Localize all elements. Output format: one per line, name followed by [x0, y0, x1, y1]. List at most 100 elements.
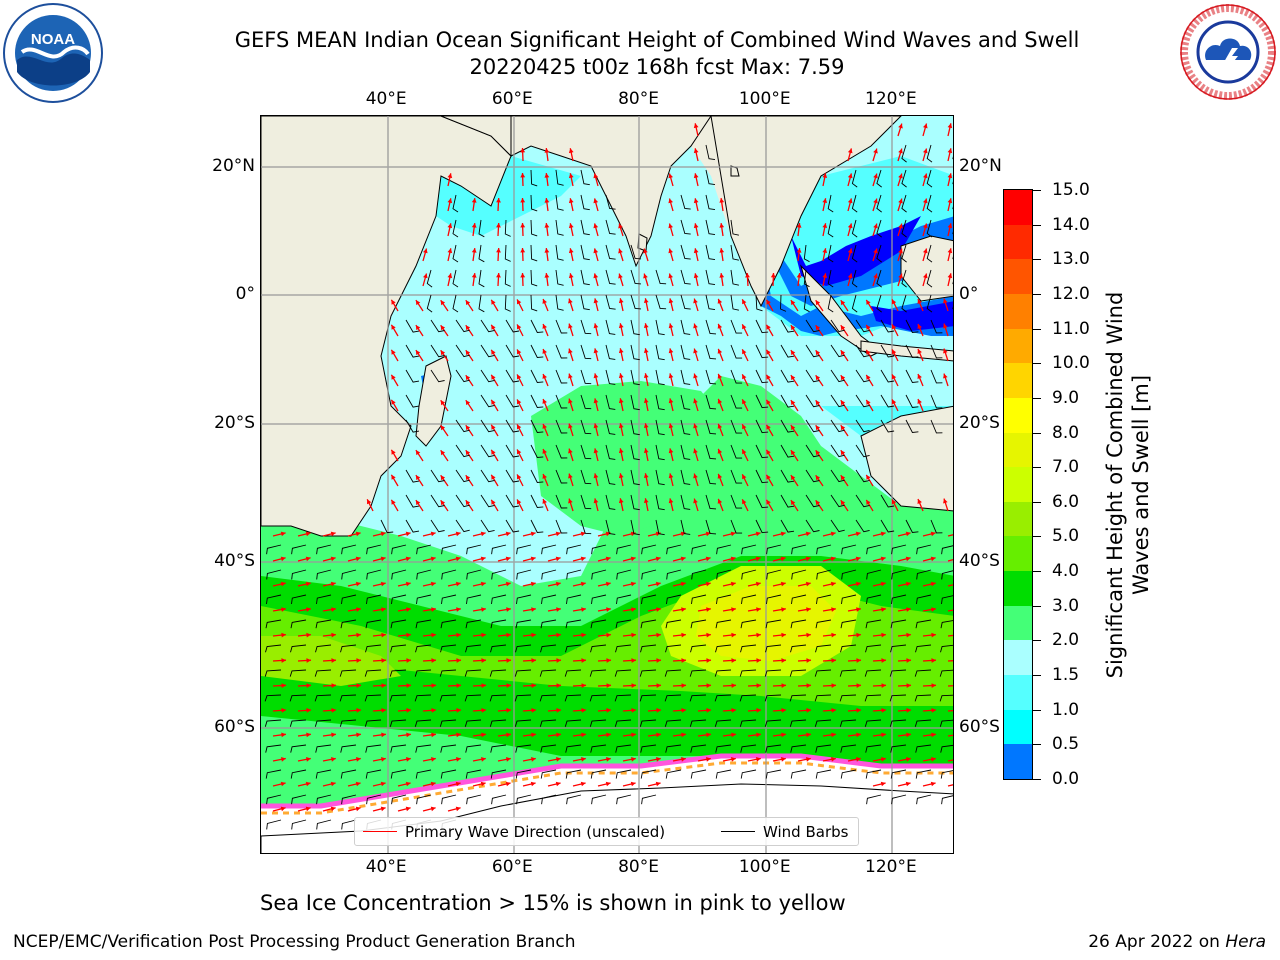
- wave-arrow-head: [430, 781, 436, 787]
- colorbar-label: 5.0: [1052, 526, 1080, 547]
- colorbar-tick: [1033, 640, 1041, 642]
- wind-barb: [339, 694, 357, 702]
- wind-barb: [480, 419, 495, 433]
- wave-arrow-head: [456, 607, 461, 612]
- wind-barb: [466, 794, 482, 805]
- wave-arrow-head: [517, 474, 522, 480]
- wave-arrow-head: [281, 607, 286, 612]
- wind-barb: [764, 694, 782, 702]
- wave-arrow-head: [756, 607, 761, 612]
- colorbar-tick: [1033, 605, 1041, 607]
- wind-barb: [840, 619, 857, 629]
- wind-barb: [455, 369, 470, 383]
- wind-barb: [916, 544, 932, 555]
- wave-arrow-head: [873, 223, 878, 229]
- wave-arrow-head: [643, 273, 648, 279]
- wind-barb: [789, 719, 807, 727]
- wind-barb: [590, 619, 607, 629]
- colorbar-tick: [1033, 397, 1041, 399]
- wind-barb: [715, 619, 732, 629]
- wind-barb: [416, 544, 432, 555]
- wind-barb: [876, 244, 882, 263]
- wave-arrow-head: [455, 531, 461, 537]
- wave-arrow-head: [440, 400, 446, 406]
- wind-barb: [655, 319, 665, 336]
- wave-direction-legend-label: Primary Wave Direction (unscaled): [405, 823, 666, 841]
- wind-barb: [901, 219, 907, 238]
- wind-barb: [827, 269, 834, 288]
- wave-arrow-head: [568, 148, 574, 154]
- wave-arrow-head: [693, 173, 699, 179]
- sea-ice-note: Sea Ice Concentration > 15% is shown in …: [260, 891, 846, 915]
- wind-barb: [905, 369, 919, 383]
- wave-arrow-head: [873, 173, 878, 179]
- wind-barb: [639, 669, 657, 677]
- wave-arrow-head: [831, 757, 836, 762]
- wave-arrow-head: [306, 757, 311, 762]
- wind-barb: [265, 744, 282, 753]
- wind-barb: [830, 469, 845, 483]
- wave-arrow-head: [847, 248, 853, 254]
- wind-barb: [590, 769, 607, 779]
- wave-arrow-head: [806, 632, 811, 638]
- wind-barb: [691, 569, 707, 580]
- colorbar-segment: [1004, 363, 1032, 399]
- wave-arrow-head: [530, 531, 536, 537]
- wave-arrow-head: [815, 300, 821, 306]
- wind-barb: [941, 545, 953, 555]
- wave-arrow-head: [755, 531, 761, 537]
- wave-arrow-head: [391, 299, 396, 305]
- wave-arrow-head: [447, 273, 453, 279]
- wave-arrow-head: [505, 531, 511, 537]
- wave-arrow-head: [781, 757, 786, 762]
- wave-arrow-head: [756, 757, 761, 762]
- wave-arrow-head: [506, 683, 511, 688]
- wave-arrow-head: [496, 248, 501, 253]
- wind-barb: [901, 294, 907, 313]
- wind-barb: [780, 394, 795, 408]
- wave-arrow-head: [830, 581, 836, 587]
- wind-barb: [480, 394, 495, 408]
- wave-arrow-head: [931, 632, 936, 638]
- wave-arrow-head: [706, 607, 711, 612]
- wave-arrow-head: [781, 732, 786, 738]
- wind-barb: [289, 694, 307, 702]
- wave-arrow-head: [719, 198, 725, 203]
- wind-barb: [466, 594, 482, 605]
- wind-barb: [716, 544, 732, 555]
- colorbar-segment: [1004, 709, 1032, 746]
- wave-arrow-head: [881, 607, 886, 612]
- wave-arrow: [947, 609, 953, 612]
- wave-arrow-head: [717, 498, 723, 504]
- wind-barb: [803, 269, 810, 288]
- wind-barb: [391, 544, 407, 555]
- wind-barb: [589, 719, 607, 727]
- lat-tick-right: 40°S: [959, 551, 1000, 571]
- wind-barb: [465, 769, 482, 779]
- wind-barb: [714, 669, 732, 677]
- wind-barb: [730, 344, 743, 359]
- wind-barb: [464, 719, 482, 727]
- wave-arrow-head: [923, 223, 928, 229]
- colorbar-tick: [1033, 536, 1041, 538]
- wind-barb: [939, 694, 953, 702]
- wave-arrow-head: [668, 398, 674, 404]
- wave-arrow-head: [593, 423, 599, 429]
- wind-barb: [839, 719, 857, 727]
- wave-arrow-head: [544, 148, 550, 153]
- wind-barb: [880, 369, 895, 383]
- wind-barb: [430, 469, 445, 483]
- wind-barb: [630, 244, 642, 260]
- wave-arrow-head: [356, 708, 361, 713]
- wind-barb: [466, 544, 482, 555]
- wind-barb: [391, 569, 407, 580]
- wave-arrow-head: [898, 148, 903, 154]
- wave-arrow-head: [806, 732, 811, 738]
- wind-barb: [851, 244, 858, 263]
- wind-barb: [952, 156, 953, 160]
- wave-arrow-head: [742, 374, 747, 380]
- wind-barb: [565, 619, 582, 629]
- wind-barb: [366, 594, 382, 605]
- wave-arrow-head: [656, 732, 661, 738]
- wind-barb: [566, 794, 582, 805]
